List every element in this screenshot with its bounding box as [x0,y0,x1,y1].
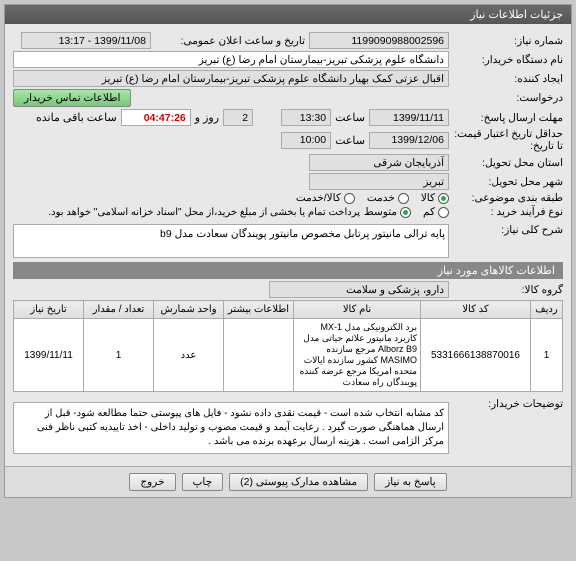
table-header-row: ردیف کد کالا نام کالا اطلاعات بیشتر واحد… [14,301,563,319]
field-group: دارو، پزشکی و سلامت [269,281,449,298]
cell-more[interactable] [224,319,294,392]
field-buyer-name: دانشگاه علوم پزشکی تبریز-بیمارستان امام … [13,51,449,68]
field-req-no: 1199090988002596 [309,32,449,49]
label-time-word: ساعت [335,111,365,124]
footer-buttons: پاسخ به نیاز مشاهده مدارک پیوستی (2) چاپ… [5,466,571,497]
field-deadline-date: 1399/11/11 [369,109,449,126]
items-section-title: اطلاعات کالاهای مورد نیاز [13,262,563,279]
radio-dot-icon [398,193,409,204]
label-city: شهر محل تحویل: [453,176,563,188]
radio-low[interactable]: کم [423,206,449,218]
label-remain: ساعت باقی مانده [36,111,117,124]
radio-medium[interactable]: متوسط [364,206,411,218]
field-days-left: 2 [223,109,253,126]
main-panel: جزئیات اطلاعات نیاز شماره نیاز: 11990909… [4,4,572,498]
attachments-button[interactable]: مشاهده مدارک پیوستی (2) [229,473,368,491]
radio-service[interactable]: خدمت [367,192,409,204]
th-qty: تعداد / مقدار [84,301,154,319]
reply-button[interactable]: پاسخ به نیاز [374,473,446,491]
th-date: تاریخ نیاز [14,301,84,319]
th-row: ردیف [531,301,563,319]
cell-name: برد الکترونیکی مدل MX-1 کاربرد مانیتور ع… [294,319,421,392]
process-radio-group: کم متوسط [364,206,449,218]
th-unit: واحد شمارش [154,301,224,319]
label-summary: شرح کلی نیاز: [453,224,563,236]
radio-goods[interactable]: کالا [421,192,449,204]
table-row[interactable]: 1 5331666138870016 برد الکترونیکی مدل MX… [14,319,563,392]
field-validity-date: 1399/12/06 [369,132,449,149]
grouping-radio-group: کالا خدمت کالا/خدمت [296,192,449,204]
contact-buyer-button[interactable]: اطلاعات تماس خریدار [13,89,131,107]
cell-code: 5331666138870016 [421,319,531,392]
cell-unit: عدد [154,319,224,392]
field-city: تبریز [309,173,449,190]
label-pub-datetime: تاریخ و ساعت اعلان عمومی: [155,35,305,47]
field-timer: 04:47:26 [121,109,191,126]
field-creator: اقبال عزتی کمک بهیار دانشگاه علوم پزشکی … [13,70,449,87]
radio-dot-icon [400,207,411,218]
print-button[interactable]: چاپ [182,473,224,491]
field-validity-time: 10:00 [281,132,331,149]
radio-dot-icon [344,193,355,204]
field-pub-datetime: 1399/11/08 - 13:17 [21,32,151,49]
panel-title: جزئیات اطلاعات نیاز [5,5,571,24]
th-more: اطلاعات بیشتر [224,301,294,319]
process-note: پرداخت تمام یا بخشی از مبلغ خرید،از محل … [13,207,360,218]
label-req-no: شماره نیاز: [453,35,563,47]
cell-qty: 1 [84,319,154,392]
label-day-word: روز و [195,111,219,124]
radio-dot-icon [438,193,449,204]
label-process-type: نوع فرآیند خرید : [453,206,563,218]
th-name: نام کالا [294,301,421,319]
label-grouping: طبقه بندی موضوعی: [453,192,563,204]
label-deadline: مهلت ارسال پاسخ: [453,112,563,124]
label-time-word2: ساعت [335,134,365,147]
label-buyer-notes: توضیحات خریدار: [453,398,563,410]
field-province: آذربایجان شرقی [309,154,449,171]
th-code: کد کالا [421,301,531,319]
field-buyer-notes: کد مشابه انتخاب شده است - قیمت نقدی داده… [13,402,449,454]
items-table: ردیف کد کالا نام کالا اطلاعات بیشتر واحد… [13,300,563,392]
radio-goods-service[interactable]: کالا/خدمت [296,192,355,204]
label-validity: حداقل تاریخ اعتبار قیمت: تا تاریخ: [453,128,563,152]
label-buyer-name: نام دستگاه خریدار: [453,54,563,66]
label-group: گروه کالا: [453,284,563,296]
label-applicant: درخواست: [453,92,563,104]
field-summary: پایه ترالی مانیتور پرتابل مخصوص مانیتور … [13,224,449,258]
close-button[interactable]: خروج [129,473,175,491]
cell-date: 1399/11/11 [14,319,84,392]
panel-body: شماره نیاز: 1199090988002596 تاریخ و ساع… [5,24,571,466]
field-deadline-time: 13:30 [281,109,331,126]
radio-dot-icon [438,207,449,218]
label-province: استان محل تحویل: [453,157,563,169]
cell-idx: 1 [531,319,563,392]
label-creator: ایجاد کننده: [453,73,563,85]
